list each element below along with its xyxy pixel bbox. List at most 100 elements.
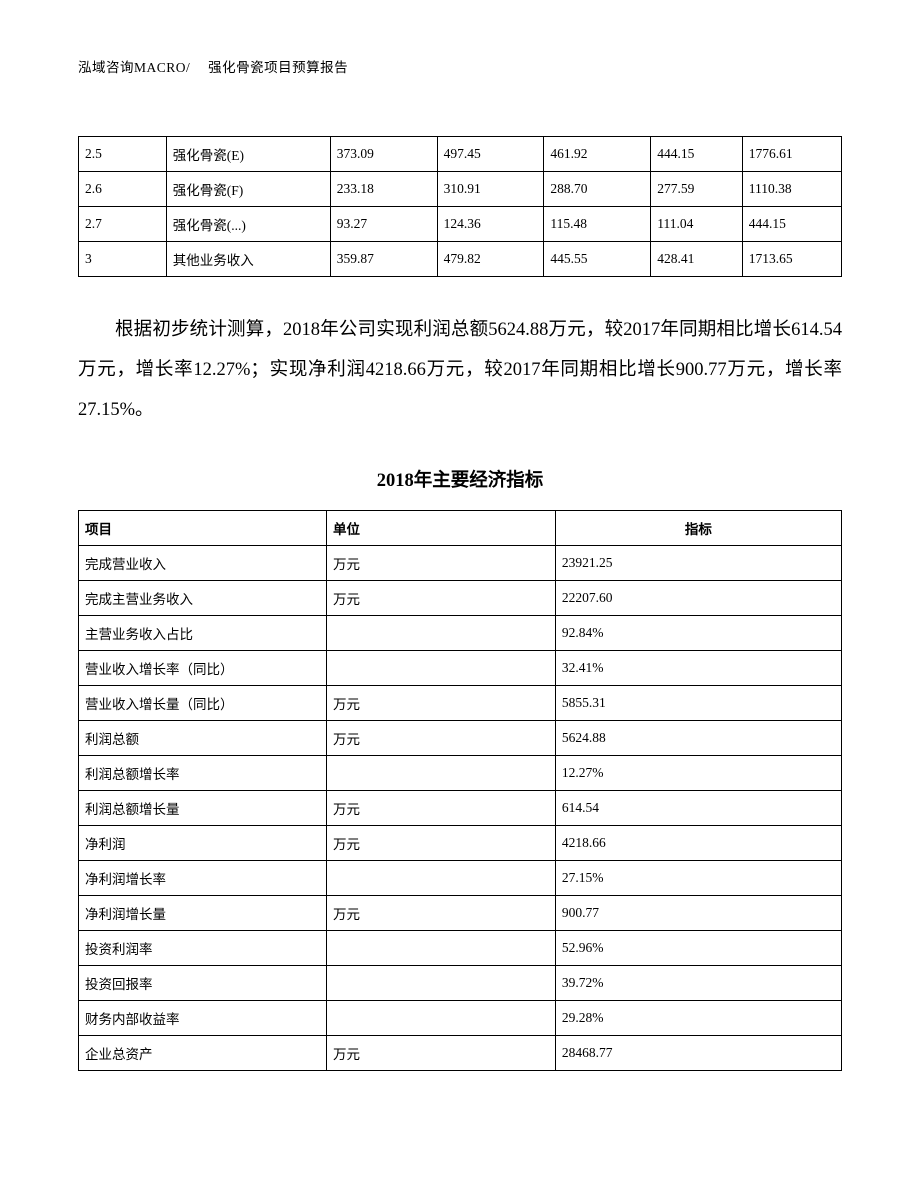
table-cell: 投资利润率	[79, 931, 327, 966]
table-row: 企业总资产万元28468.77	[79, 1036, 842, 1071]
table-row: 2.7强化骨瓷(...)93.27124.36115.48111.04444.1…	[79, 207, 842, 242]
table-cell: 373.09	[330, 137, 437, 172]
col-header-item: 项目	[79, 511, 327, 546]
table-cell: 投资回报率	[79, 966, 327, 1001]
table-row: 净利润增长量万元900.77	[79, 896, 842, 931]
table-cell: 完成主营业务收入	[79, 581, 327, 616]
table-cell: 233.18	[330, 172, 437, 207]
table-cell	[326, 931, 555, 966]
table-cell: 净利润增长率	[79, 861, 327, 896]
table-cell: 288.70	[544, 172, 651, 207]
table-cell: 万元	[326, 581, 555, 616]
table-cell: 企业总资产	[79, 1036, 327, 1071]
page-header: 泓域咨询MACRO/ 强化骨瓷项目预算报告	[78, 56, 842, 76]
table-cell: 22207.60	[555, 581, 841, 616]
table-cell: 万元	[326, 1036, 555, 1071]
table-cell: 28468.77	[555, 1036, 841, 1071]
table-cell: 万元	[326, 546, 555, 581]
summary-paragraph: 根据初步统计测算，2018年公司实现利润总额5624.88万元，较2017年同期…	[78, 311, 842, 430]
table-row: 净利润万元4218.66	[79, 826, 842, 861]
table-row: 营业收入增长率（同比） 32.41%	[79, 651, 842, 686]
table-cell: 428.41	[651, 242, 743, 277]
table-row: 2.5强化骨瓷(E)373.09497.45461.92444.151776.6…	[79, 137, 842, 172]
table-row: 利润总额增长量万元614.54	[79, 791, 842, 826]
table-cell: 主营业务收入占比	[79, 616, 327, 651]
table-cell: 营业收入增长量（同比）	[79, 686, 327, 721]
table-row: 投资利润率 52.96%	[79, 931, 842, 966]
table-cell: 强化骨瓷(E)	[166, 137, 330, 172]
table-cell: 115.48	[544, 207, 651, 242]
table-cell: 强化骨瓷(...)	[166, 207, 330, 242]
table-cell: 461.92	[544, 137, 651, 172]
table-row: 财务内部收益率 29.28%	[79, 1001, 842, 1036]
table-cell: 1776.61	[742, 137, 841, 172]
table-cell: 营业收入增长率（同比）	[79, 651, 327, 686]
indicators-title: 2018年主要经济指标	[78, 466, 842, 492]
table-cell: 445.55	[544, 242, 651, 277]
col-header-value: 指标	[555, 511, 841, 546]
table-cell	[326, 861, 555, 896]
table-cell: 111.04	[651, 207, 743, 242]
table-cell: 万元	[326, 721, 555, 756]
table-cell: 2.6	[79, 172, 167, 207]
table-cell: 万元	[326, 686, 555, 721]
col-header-unit: 单位	[326, 511, 555, 546]
table-cell: 497.45	[437, 137, 544, 172]
table-cell: 利润总额增长量	[79, 791, 327, 826]
indicators-table-body: 完成营业收入万元23921.25完成主营业务收入万元22207.60主营业务收入…	[79, 546, 842, 1071]
table-cell: 614.54	[555, 791, 841, 826]
table-header-row: 项目 单位 指标	[79, 511, 842, 546]
table-row: 利润总额增长率 12.27%	[79, 756, 842, 791]
table-cell: 强化骨瓷(F)	[166, 172, 330, 207]
table-cell: 444.15	[651, 137, 743, 172]
table-cell: 1713.65	[742, 242, 841, 277]
table-cell	[326, 966, 555, 1001]
table-cell: 444.15	[742, 207, 841, 242]
table-row: 净利润增长率 27.15%	[79, 861, 842, 896]
table-cell: 万元	[326, 896, 555, 931]
table-cell: 净利润增长量	[79, 896, 327, 931]
table-cell: 万元	[326, 826, 555, 861]
table-cell: 310.91	[437, 172, 544, 207]
table-cell: 900.77	[555, 896, 841, 931]
table-row: 投资回报率 39.72%	[79, 966, 842, 1001]
table-cell: 3	[79, 242, 167, 277]
table-row: 完成主营业务收入万元22207.60	[79, 581, 842, 616]
table-cell: 净利润	[79, 826, 327, 861]
table-cell: 12.27%	[555, 756, 841, 791]
table-cell: 479.82	[437, 242, 544, 277]
table-cell: 2.7	[79, 207, 167, 242]
table-cell: 92.84%	[555, 616, 841, 651]
table-cell	[326, 756, 555, 791]
table-cell: 财务内部收益率	[79, 1001, 327, 1036]
table-cell	[326, 1001, 555, 1036]
table-cell: 124.36	[437, 207, 544, 242]
table-cell: 27.15%	[555, 861, 841, 896]
table-cell: 277.59	[651, 172, 743, 207]
table-cell: 5624.88	[555, 721, 841, 756]
table-cell	[326, 616, 555, 651]
table-cell: 4218.66	[555, 826, 841, 861]
table-cell: 其他业务收入	[166, 242, 330, 277]
table-cell: 利润总额	[79, 721, 327, 756]
table-cell: 93.27	[330, 207, 437, 242]
table-row: 营业收入增长量（同比）万元5855.31	[79, 686, 842, 721]
table-cell	[326, 651, 555, 686]
table-cell: 1110.38	[742, 172, 841, 207]
table-row: 利润总额万元5624.88	[79, 721, 842, 756]
revenue-breakdown-table: 2.5强化骨瓷(E)373.09497.45461.92444.151776.6…	[78, 136, 842, 277]
table-row: 2.6强化骨瓷(F)233.18310.91288.70277.591110.3…	[79, 172, 842, 207]
table-cell: 2.5	[79, 137, 167, 172]
table-cell: 万元	[326, 791, 555, 826]
table-cell: 32.41%	[555, 651, 841, 686]
table-cell: 52.96%	[555, 931, 841, 966]
table-cell: 23921.25	[555, 546, 841, 581]
table-row: 完成营业收入万元23921.25	[79, 546, 842, 581]
table-cell: 29.28%	[555, 1001, 841, 1036]
economic-indicators-table: 项目 单位 指标 完成营业收入万元23921.25完成主营业务收入万元22207…	[78, 510, 842, 1071]
table-cell: 5855.31	[555, 686, 841, 721]
table-cell: 利润总额增长率	[79, 756, 327, 791]
table-cell: 39.72%	[555, 966, 841, 1001]
table-row: 主营业务收入占比 92.84%	[79, 616, 842, 651]
revenue-table-body: 2.5强化骨瓷(E)373.09497.45461.92444.151776.6…	[79, 137, 842, 277]
